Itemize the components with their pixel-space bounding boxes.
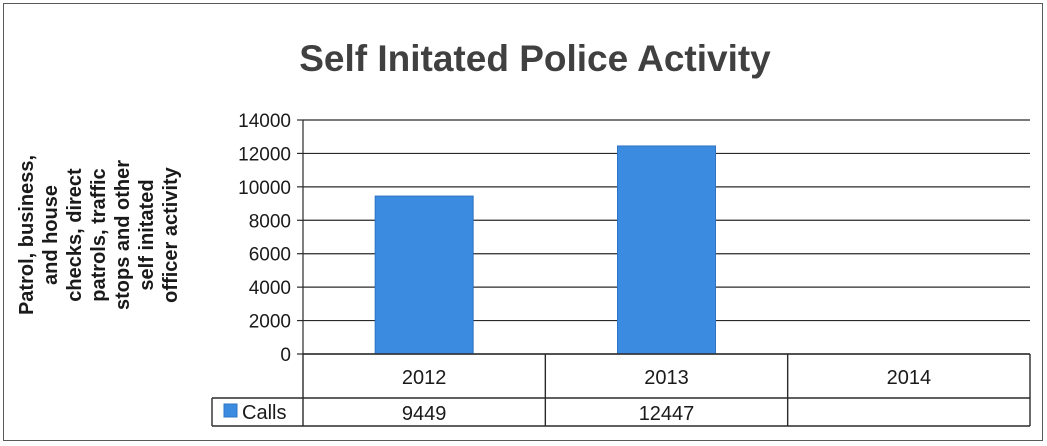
data-cell-2012: 9449 [402,403,447,425]
bars [374,145,716,355]
y-tick-labels: 0 2000 4000 6000 8000 10000 12000 14000 [238,111,291,366]
category-label-2012: 2012 [402,367,447,389]
chart-title: Self Initated Police Activity [299,38,771,79]
y-tick-label-4000: 4000 [249,278,291,299]
bar-2012 [374,195,474,355]
y-tick-label-8000: 8000 [249,211,291,232]
y-tick-label-12000: 12000 [238,144,291,165]
y-tick-label-14000: 14000 [238,111,291,132]
y-tick-label-6000: 6000 [249,245,291,266]
y-tick-label-10000: 10000 [238,178,291,199]
y-tick-label-2000: 2000 [249,312,291,333]
chart-frame [3,3,1043,441]
category-label-2013: 2013 [644,367,689,389]
legend-key-calls [223,403,238,418]
category-label-2014: 2014 [887,367,932,389]
data-cell-2013: 12447 [639,403,695,425]
y-tick-label-0: 0 [280,345,291,366]
legend-label-calls: Calls [242,402,286,424]
data-table: 2012 2013 2014 Calls 9449 12447 [211,353,1031,427]
bar-2013 [617,145,716,355]
